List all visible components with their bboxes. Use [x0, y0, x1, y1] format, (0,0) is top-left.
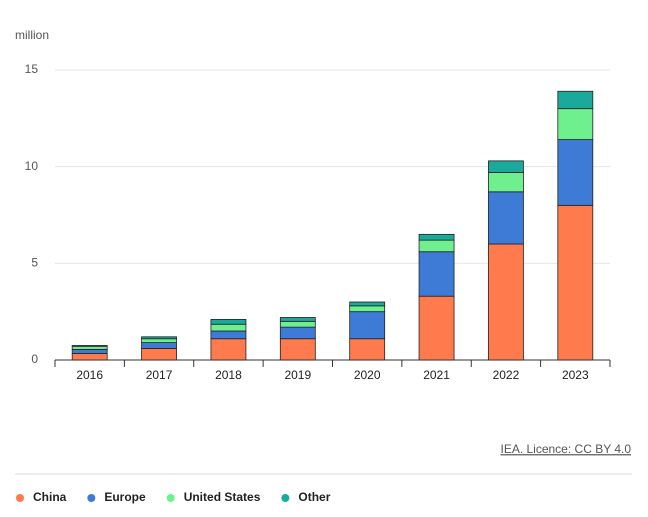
legend-label: China — [33, 490, 67, 504]
bar-segment — [418, 233, 455, 241]
x-tick-label: 2020 — [354, 368, 381, 382]
x-tick-label: 2018 — [215, 368, 242, 382]
bar-segment — [557, 90, 594, 110]
x-tick-label: 2016 — [76, 368, 103, 382]
bar-segment — [279, 326, 316, 340]
bar-segment — [557, 204, 594, 361]
x-tick-label: 2022 — [493, 368, 520, 382]
bar-segment — [71, 345, 108, 350]
bar-segment — [349, 338, 386, 361]
bar-segment — [349, 305, 386, 313]
bar-segment — [210, 338, 247, 361]
y-tick-label: 5 — [31, 256, 38, 270]
y-axis-label: million — [15, 28, 49, 42]
bar-segment — [488, 243, 524, 361]
legend-marker — [281, 494, 290, 502]
y-tick-label: 0 — [31, 352, 38, 366]
y-tick-label: 15 — [25, 62, 39, 76]
bar-segment — [141, 342, 177, 349]
legend-label: Other — [298, 490, 330, 504]
bar-segment — [141, 347, 177, 361]
bar-segment — [418, 295, 455, 361]
legend-marker — [16, 494, 24, 502]
bar-segment — [488, 160, 524, 173]
bar-segment — [279, 317, 316, 322]
bar-segment — [279, 338, 316, 361]
bar-segment — [557, 108, 594, 140]
bar-segment — [71, 348, 108, 354]
bar-segment — [210, 318, 247, 325]
bar-segment — [279, 320, 316, 328]
x-tick-label: 2019 — [284, 368, 311, 382]
source-link[interactable]: IEA. Licence: CC BY 4.0 — [500, 442, 631, 456]
bar-segment — [557, 139, 594, 206]
bar-segment — [418, 239, 455, 253]
bar-segment — [71, 353, 108, 361]
bar-segment — [141, 336, 177, 340]
legend-marker — [166, 494, 175, 502]
x-tick-label: 2017 — [146, 368, 173, 382]
bar-segment — [71, 345, 108, 347]
x-tick-label: 2021 — [423, 368, 450, 382]
y-tick-label: 10 — [25, 159, 39, 173]
bar-segment — [210, 330, 247, 340]
legend-marker — [87, 494, 96, 502]
x-tick-label: 2023 — [562, 368, 589, 382]
bar-segment — [488, 191, 524, 245]
bar-segment — [488, 172, 524, 193]
bar-segment — [141, 338, 177, 344]
bar-segment — [210, 323, 247, 332]
legend-label: Europe — [104, 490, 146, 504]
bar-segment — [349, 301, 386, 307]
bar-segment — [418, 251, 455, 297]
bar-segment — [349, 311, 386, 340]
legend-label: United States — [184, 490, 261, 504]
